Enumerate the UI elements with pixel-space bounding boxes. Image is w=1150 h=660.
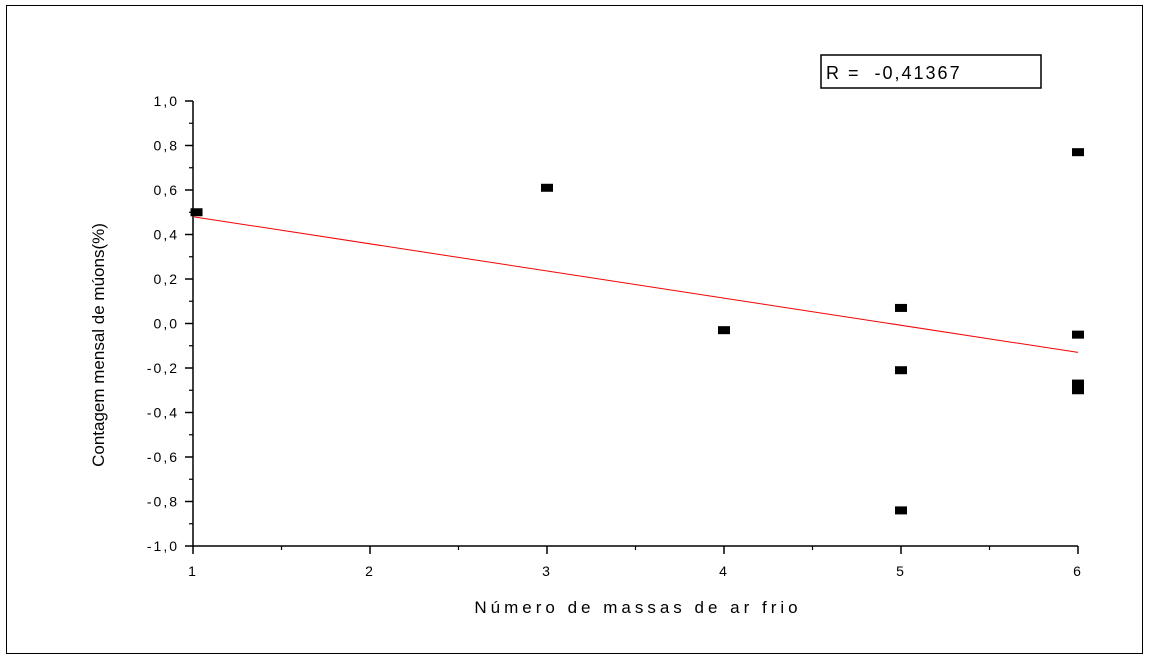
y-tick-label: 0,0 xyxy=(154,316,179,332)
data-point xyxy=(1072,379,1084,388)
y-tick-label: -0,2 xyxy=(147,360,179,376)
x-tick-label: 2 xyxy=(365,563,375,579)
y-tick-label: 0,8 xyxy=(154,138,179,154)
x-tick-label: 5 xyxy=(896,563,906,579)
y-tick-label: 1,0 xyxy=(154,93,179,109)
y-tick-label: 0,4 xyxy=(154,227,179,243)
y-tick-label: 0,2 xyxy=(154,271,179,287)
correlation-box xyxy=(820,54,1042,89)
chart-frame xyxy=(6,5,1143,654)
data-point xyxy=(895,506,907,515)
data-point xyxy=(541,183,553,192)
axes xyxy=(192,101,1078,547)
x-tick-label: 1 xyxy=(188,563,198,579)
data-point xyxy=(895,303,907,312)
data-point xyxy=(190,208,203,217)
data-point xyxy=(1072,386,1084,395)
y-tick-label: 0,6 xyxy=(154,182,179,198)
ticks: 1,0 0,8 0,6 0,4 0,2 0,0 -0,2 -0,4 -0,6 -0,8 -1,0 1 2… xyxy=(147,93,1083,579)
data-points xyxy=(190,148,1084,515)
data-point xyxy=(1072,148,1084,157)
x-axis-label: Número de massas de ar frio xyxy=(474,598,801,617)
y-tick-label: -0,8 xyxy=(147,494,179,510)
data-point xyxy=(718,326,730,335)
x-tick-label: 3 xyxy=(542,563,552,579)
y-tick-label: -0,4 xyxy=(147,405,179,421)
y-tick-label: -1,0 xyxy=(147,538,179,554)
correlation-label: R = -0,41367 xyxy=(826,63,962,83)
fit-line xyxy=(192,216,1079,353)
y-axis-label: Contagem mensal de múons(%) xyxy=(89,223,108,467)
fit-line-group xyxy=(192,216,1079,353)
x-tick-label: 6 xyxy=(1073,563,1083,579)
data-point xyxy=(1072,330,1084,339)
data-point xyxy=(895,366,907,375)
x-tick-label: 4 xyxy=(719,563,729,579)
y-tick-label: -0,6 xyxy=(147,449,179,465)
